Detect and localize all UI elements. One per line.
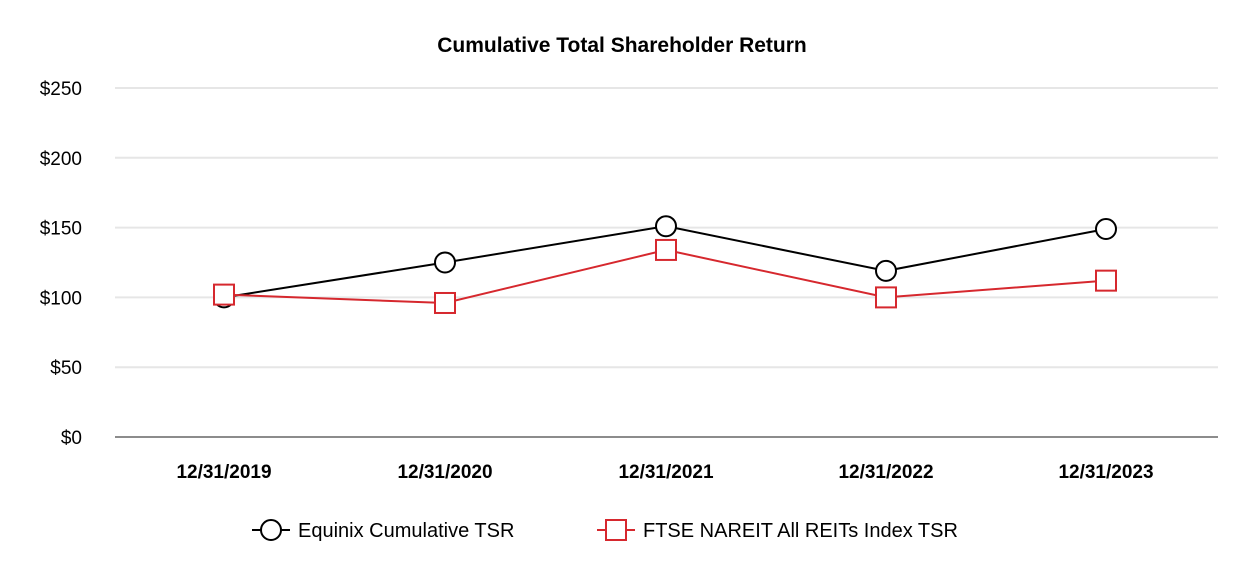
legend-marker-circle-icon [260, 519, 282, 541]
gridlines [115, 87, 1218, 438]
y-tick-label: $100 [40, 288, 82, 309]
data-point-ftse-nareit [655, 238, 677, 261]
data-point-equinix [655, 215, 677, 238]
data-point-equinix [434, 251, 456, 274]
y-tick-label: $0 [61, 428, 82, 449]
x-tick-label: 12/31/2023 [1058, 462, 1153, 483]
data-point-ftse-nareit [1095, 269, 1117, 292]
chart-title: Cumulative Total Shareholder Return [437, 34, 807, 57]
y-tick-label: $200 [40, 149, 82, 170]
data-point-equinix [875, 259, 897, 282]
data-point-equinix [1095, 217, 1117, 240]
x-axis-ticks: 12/31/2019 12/31/2020 12/31/2021 12/31/2022… [176, 462, 1153, 483]
legend: Equinix Cumulative TSR FTSE NAREIT All R… [252, 519, 958, 542]
y-axis-ticks: $0 $50 $100 $150 $200 $250 [40, 79, 82, 449]
legend-item-ftse-nareit: FTSE NAREIT All REITs Index TSR [597, 519, 958, 542]
data-point-ftse-nareit [875, 286, 897, 309]
data-point-ftse-nareit [213, 283, 235, 306]
series-layer [213, 215, 1117, 314]
legend-marker-square-icon [605, 519, 627, 541]
x-tick-label: 12/31/2020 [397, 462, 492, 483]
x-tick-label: 12/31/2021 [618, 462, 714, 483]
y-tick-label: $150 [40, 219, 82, 240]
data-point-ftse-nareit [434, 291, 456, 314]
legend-label-ftse-nareit: FTSE NAREIT All REITs Index TSR [643, 520, 958, 542]
x-tick-label: 12/31/2019 [176, 462, 271, 483]
legend-label-equinix: Equinix Cumulative TSR [298, 520, 514, 542]
x-tick-label: 12/31/2022 [838, 462, 933, 483]
y-tick-label: $250 [40, 79, 82, 100]
legend-item-equinix: Equinix Cumulative TSR [252, 519, 514, 542]
y-tick-label: $50 [50, 358, 82, 379]
